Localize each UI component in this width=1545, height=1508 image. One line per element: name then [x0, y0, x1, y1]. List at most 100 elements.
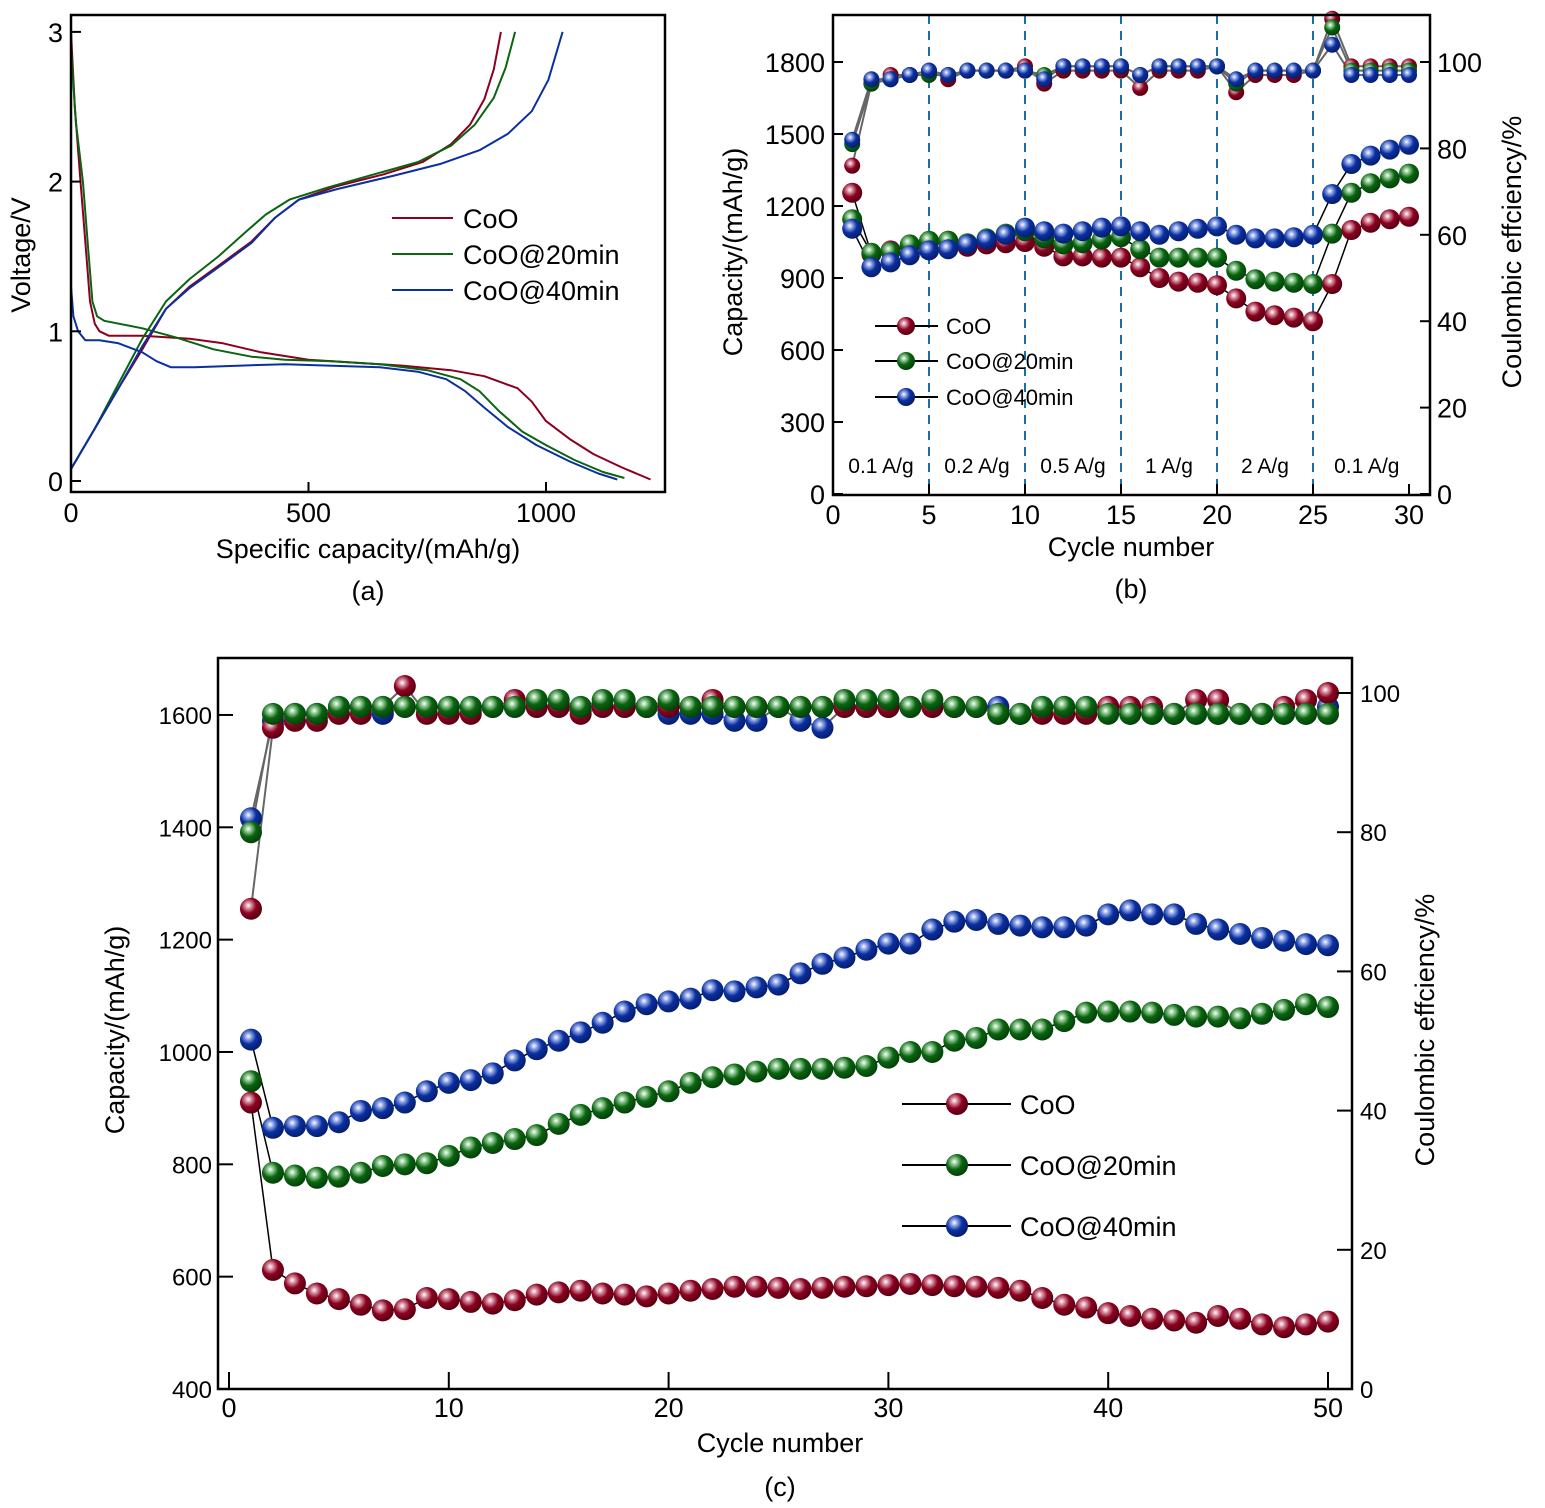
panel-c-ylabel-right: Coulombic effciency/% [1410, 894, 1440, 1167]
panel-a: 0 500 1000 0 1 2 3 Specific capacity/(mAh/g) V… [6, 13, 667, 606]
ce-point-coo-40min [1381, 66, 1398, 83]
legend-label-coo-20min: CoO@20min [946, 349, 1074, 374]
ce-point-coo-40min [1209, 58, 1225, 75]
ce-point-coo-20min [1207, 702, 1230, 725]
panel-a-caption: (a) [352, 576, 385, 606]
ce-point-coo-20min [1324, 19, 1341, 36]
capacity-point-coo-20min [415, 1152, 438, 1175]
rate-label: 0.1 A/g [848, 455, 913, 478]
ce-point-coo-20min [1317, 702, 1339, 725]
panel-b-ticks: 0 5 10 15 20 25 300300600900120015001800020406… [765, 48, 1482, 530]
ce-point-coo-20min [899, 695, 922, 718]
capacity-point-coo-40min [1097, 903, 1120, 926]
capacity-point-coo [525, 1283, 548, 1306]
capacity-point-coo-40min [1034, 221, 1055, 242]
legend-label-coo: CoO [946, 314, 991, 339]
capacity-point-coo-40min [459, 1069, 482, 1092]
capacity-point-coo [547, 1281, 570, 1304]
capacity-point-coo-40min [569, 1021, 592, 1044]
capacity-point-coo-40min [811, 952, 834, 975]
capacity-point-coo-40min [1141, 903, 1164, 926]
y-right-tick-label: 60 [1360, 959, 1387, 986]
capacity-point-coo-20min [525, 1124, 548, 1147]
ce-point-coo-20min [613, 688, 636, 711]
capacity-point-coo-20min [1207, 1005, 1230, 1028]
rate-label: 0.5 A/g [1040, 455, 1105, 478]
capacity-point-coo [635, 1285, 658, 1308]
capacity-point-coo-20min [921, 1040, 944, 1063]
ce-point-coo-40min [901, 66, 918, 83]
capacity-point-coo [1317, 1310, 1339, 1333]
panel-b: 0 5 10 15 20 25 300300600900120015001800020406… [718, 10, 1527, 604]
x-tick-label: 500 [286, 498, 331, 528]
capacity-point-coo-20min [1360, 173, 1381, 194]
capacity-point-coo [842, 182, 863, 203]
capacity-point-coo-40min [899, 932, 922, 955]
capacity-point-coo-40min [239, 1028, 262, 1051]
capacity-point-coo-40min [1317, 934, 1339, 957]
capacity-point-coo [921, 1274, 944, 1297]
capacity-point-coo [1141, 1307, 1164, 1330]
capacity-point-coo-40min [965, 908, 988, 931]
x-tick-label: 10 [434, 1393, 464, 1423]
legend-label-coo: CoO [1020, 1090, 1076, 1120]
capacity-point-coo-20min [1283, 272, 1304, 293]
capacity-point-coo-40min [1245, 228, 1266, 249]
y-tick-label: 800 [172, 1152, 212, 1179]
capacity-point-coo-40min [987, 912, 1010, 935]
capacity-point-coo [261, 1258, 284, 1281]
y-tick-label: 1600 [159, 703, 212, 730]
capacity-point-coo-40min [1015, 217, 1035, 238]
ce-point-coo-20min [1053, 695, 1076, 718]
ce-point-coo-40min [1055, 58, 1072, 75]
ce-point-coo-20min [415, 695, 438, 718]
ce-point-coo-20min [503, 695, 526, 718]
capacity-point-coo-40min [1251, 926, 1274, 949]
rate-label: 0.2 A/g [944, 455, 1009, 478]
capacity-point-coo [745, 1275, 768, 1298]
ce-point-coo-40min [1362, 66, 1379, 83]
capacity-point-coo-40min [1399, 134, 1419, 155]
panel-c-ticks: 0 10 20 30 40 50 400 600 800 1000 1200 1400 1600 0 20 4… [159, 681, 1400, 1423]
ce-point-coo-20min [481, 695, 504, 718]
capacity-point-coo [1149, 268, 1170, 288]
capacity-point-coo [503, 1289, 526, 1312]
ce-point-coo [239, 897, 262, 920]
capacity-point-coo-20min [745, 1060, 768, 1083]
capacity-point-coo-40min [1163, 903, 1186, 926]
capacity-point-coo-40min [1273, 929, 1296, 952]
capacity-point-coo [943, 1275, 966, 1298]
panel-c-series [239, 675, 1339, 1339]
y-tick-label: 1800 [765, 48, 825, 78]
capacity-point-coo-40min [745, 976, 768, 999]
capacity-point-coo [1168, 271, 1189, 292]
legend-marker-coo-20min [946, 1154, 968, 1176]
capacity-point-coo [1399, 206, 1419, 227]
ce-point-coo-20min [1163, 702, 1186, 725]
ce-point-coo-40min [1170, 58, 1187, 75]
capacity-point-coo-20min [437, 1144, 460, 1167]
rate-label: 0.1 A/g [1334, 455, 1399, 478]
ce-point-coo-20min [371, 695, 394, 718]
capacity-point-coo-20min [701, 1066, 724, 1089]
capacity-point-coo-20min [1119, 1000, 1142, 1023]
capacity-point-coo [855, 1275, 878, 1298]
capacity-point-coo-40min [1130, 221, 1151, 242]
ce-point-coo-20min [723, 695, 746, 718]
capacity-point-coo-40min [921, 918, 944, 941]
legend-label-coo-20min: CoO@20min [463, 240, 619, 270]
capacity-point-coo [657, 1282, 680, 1305]
capacity-point-coo [1226, 288, 1247, 309]
ce-point-coo-40min [1093, 58, 1110, 75]
capacity-point-coo-20min [239, 1070, 262, 1093]
capacity-point-coo-20min [1251, 1002, 1274, 1025]
x-tick-label: 20 [1202, 500, 1232, 530]
capacity-point-coo-40min [503, 1049, 526, 1072]
ce-point-coo-20min [965, 695, 988, 718]
capacity-point-coo-40min [880, 252, 901, 273]
y-tick-label: 2 [48, 168, 63, 198]
capacity-point-coo-40min [919, 240, 939, 261]
legend-label-coo-40min: CoO@40min [946, 385, 1074, 410]
ce-point-coo-40min [1401, 66, 1417, 83]
capacity-point-coo-20min [657, 1080, 680, 1103]
